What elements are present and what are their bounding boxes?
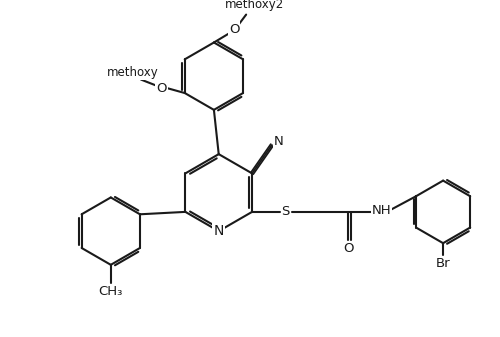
Text: S: S <box>282 205 290 218</box>
Text: methoxy: methoxy <box>107 66 158 79</box>
Text: N: N <box>214 224 224 238</box>
Text: O: O <box>156 82 167 95</box>
Text: N: N <box>274 135 283 148</box>
Text: NH: NH <box>372 205 392 217</box>
Text: CH₃: CH₃ <box>98 285 123 298</box>
Text: O: O <box>343 242 353 255</box>
Text: O: O <box>229 23 239 35</box>
Text: methoxy2: methoxy2 <box>225 0 284 11</box>
Text: Br: Br <box>436 257 450 270</box>
